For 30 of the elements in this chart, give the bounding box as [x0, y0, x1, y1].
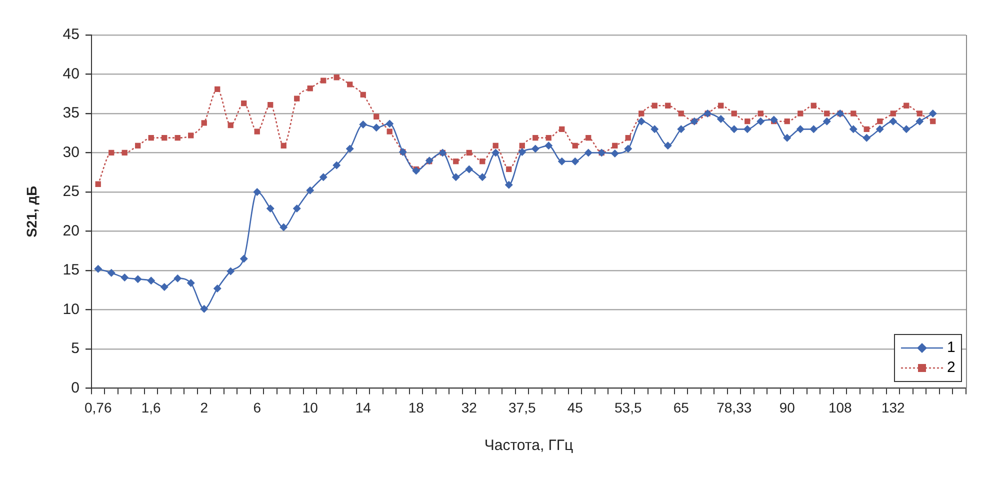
- y-tick-label: 25: [62, 183, 80, 200]
- y-tick-label: 30: [62, 144, 80, 161]
- x-tick-label: 32: [461, 399, 478, 416]
- x-tick-label: 6: [253, 399, 262, 416]
- x-tick-label: 132: [881, 399, 906, 416]
- x-tick-label: 10: [302, 399, 318, 416]
- x-axis-title: Частота, ГГц: [484, 437, 574, 454]
- y-tick-label: 35: [62, 104, 80, 122]
- y-tick-label: 20: [62, 222, 80, 240]
- x-tick-label: 108: [828, 399, 852, 416]
- x-tick-label: 65: [673, 399, 690, 416]
- legend-label: 2: [947, 358, 956, 378]
- legend-label: 1: [947, 338, 956, 358]
- y-tick-label: 40: [62, 65, 80, 82]
- x-tick-label: 14: [355, 399, 372, 416]
- x-tick-label: 90: [779, 399, 796, 416]
- y-tick-label: 45: [62, 26, 80, 44]
- y-tick-label: 15: [62, 262, 80, 279]
- x-tick-label: 18: [408, 399, 424, 416]
- x-tick-label: 37,5: [508, 399, 536, 416]
- x-tick-label: 2: [200, 399, 208, 416]
- x-tick-label: 45: [567, 399, 584, 416]
- y-tick-label: 10: [62, 300, 80, 318]
- y-axis-title: S21, дБ: [23, 186, 40, 238]
- x-tick-label: 53,5: [614, 399, 642, 416]
- y-tick-label: 0: [71, 379, 80, 396]
- y-tick-label: 5: [71, 340, 80, 358]
- x-tick-label: 78,33: [716, 399, 752, 416]
- x-tick-label: 0,76: [84, 399, 112, 416]
- x-tick-label: 1,6: [141, 399, 162, 416]
